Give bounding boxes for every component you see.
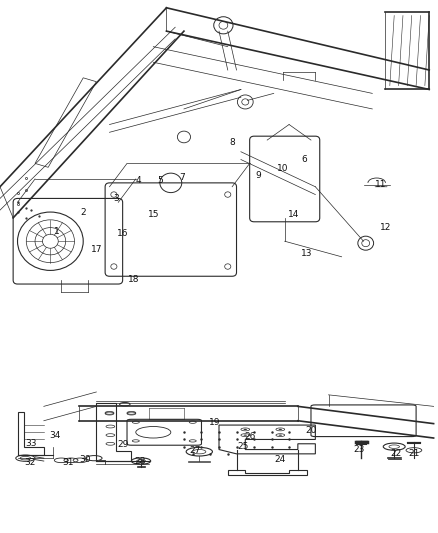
Text: 10: 10 (277, 164, 288, 173)
Text: 2: 2 (81, 207, 86, 216)
Text: 13: 13 (301, 249, 312, 258)
Text: 5: 5 (157, 176, 163, 185)
Text: 24: 24 (275, 455, 286, 464)
Text: 26: 26 (244, 432, 255, 441)
Text: 27: 27 (189, 446, 201, 455)
Text: 3: 3 (113, 194, 119, 203)
Text: 33: 33 (25, 439, 36, 448)
Text: 19: 19 (209, 418, 220, 427)
Circle shape (279, 429, 282, 430)
Text: 14: 14 (288, 211, 299, 219)
Circle shape (244, 434, 247, 435)
Text: 21: 21 (408, 449, 420, 458)
Text: 17: 17 (91, 245, 102, 254)
Text: 16: 16 (117, 229, 128, 238)
Text: 34: 34 (49, 431, 60, 440)
Text: 32: 32 (24, 458, 35, 467)
Text: 11: 11 (375, 180, 387, 189)
Text: 20: 20 (305, 426, 317, 434)
Text: 30: 30 (80, 455, 91, 464)
Text: 31: 31 (62, 458, 74, 467)
Text: 6: 6 (301, 155, 307, 164)
Circle shape (244, 429, 247, 430)
Text: 8: 8 (229, 138, 235, 147)
Circle shape (279, 434, 282, 435)
Text: 25: 25 (237, 442, 249, 451)
Text: 29: 29 (117, 440, 128, 449)
Text: 9: 9 (255, 172, 261, 180)
Text: 28: 28 (134, 457, 146, 466)
Text: 22: 22 (391, 449, 402, 458)
Text: 1: 1 (54, 227, 60, 236)
Text: 15: 15 (148, 211, 159, 219)
Text: 4: 4 (135, 176, 141, 185)
Text: 7: 7 (179, 173, 185, 182)
Text: 12: 12 (380, 223, 391, 232)
Text: 18: 18 (128, 275, 139, 284)
Text: 23: 23 (353, 445, 365, 454)
